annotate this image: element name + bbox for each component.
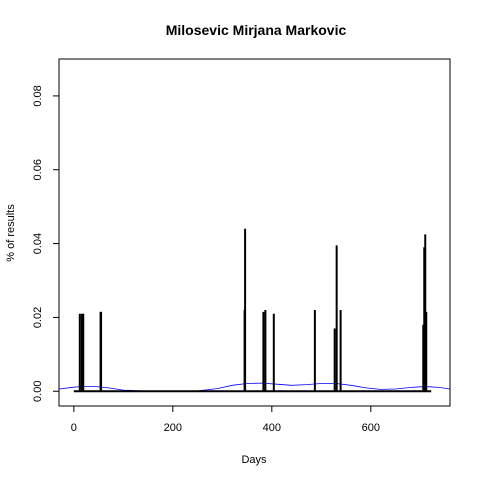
y-tick-label: 0.00 (32, 381, 44, 402)
y-tick-label: 0.06 (32, 159, 44, 180)
y-axis-label: % of results (5, 204, 17, 262)
y-tick-label: 0.04 (32, 233, 44, 254)
plot-area (58, 228, 451, 393)
x-tick-label: 0 (71, 422, 77, 434)
y-tick-label: 0.08 (32, 85, 44, 106)
x-axis-label: Days (241, 454, 267, 466)
x-tick-label: 600 (362, 422, 380, 434)
plot-frame (58, 58, 451, 407)
y-tick-label: 0.02 (32, 307, 44, 328)
x-axis: 0 200 400 600 (71, 405, 380, 434)
x-tick-label: 200 (164, 422, 182, 434)
y-axis: 0.00 0.02 0.04 0.06 0.08 (32, 85, 60, 402)
chart-title: Milosevic Mirjana Markovic (166, 22, 347, 38)
density-line (58, 382, 451, 392)
x-tick-label: 400 (263, 422, 281, 434)
